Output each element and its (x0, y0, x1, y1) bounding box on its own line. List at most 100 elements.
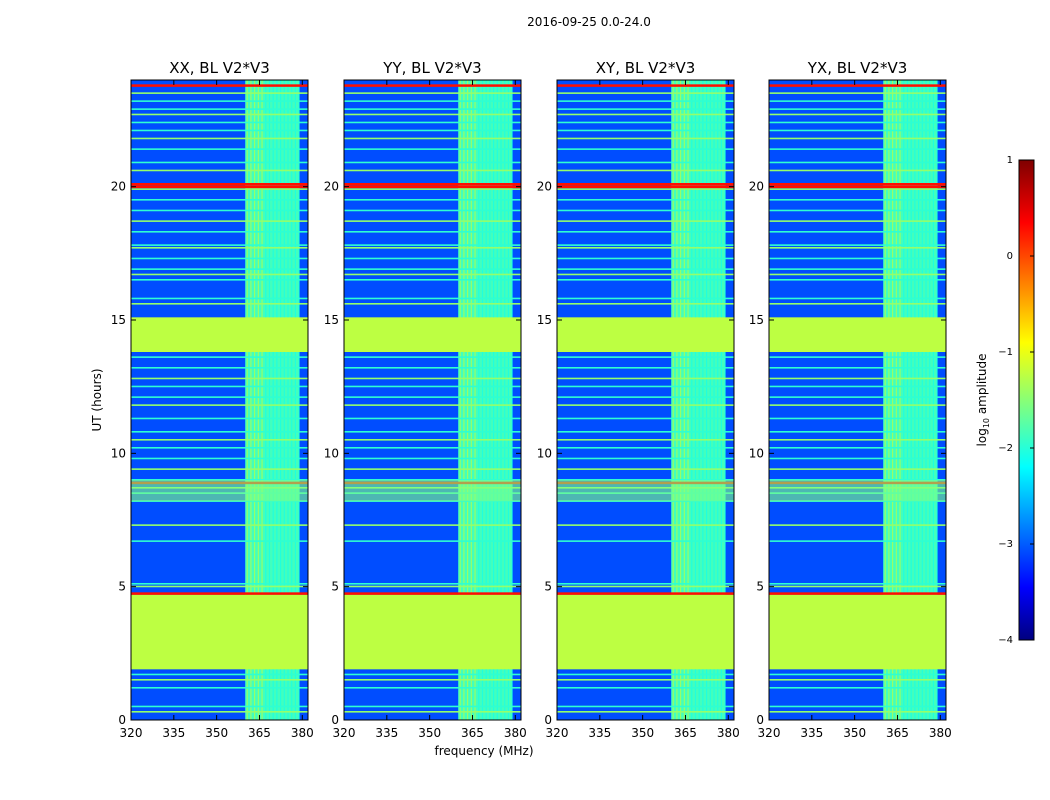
rfi-line (131, 188, 308, 190)
band-channel (246, 80, 248, 318)
rfi-line (769, 273, 946, 276)
rfi-line (344, 457, 521, 460)
y-tick-label: 0 (331, 713, 339, 727)
colorbar-tick-label: −4 (998, 635, 1013, 646)
band-channel (713, 352, 715, 595)
x-tick-label: 335 (588, 726, 611, 740)
band-channel (246, 352, 248, 595)
rfi-line (131, 592, 308, 595)
rfi-line (344, 673, 521, 676)
data-block (769, 317, 946, 352)
rfi-line (769, 705, 946, 708)
band-channel (485, 352, 487, 595)
rfi-line (769, 585, 946, 588)
rfi-line (557, 148, 734, 150)
band-channel (287, 669, 289, 720)
rfi-line (557, 209, 734, 212)
rfi-line (131, 303, 308, 305)
band-channel (287, 80, 289, 318)
band-channel (910, 80, 912, 318)
band-channel (474, 669, 476, 720)
band-channel (474, 80, 476, 318)
x-tick-label: 365 (461, 726, 484, 740)
x-tick-label: 335 (800, 726, 823, 740)
rfi-line (769, 404, 946, 406)
rfi-line (131, 84, 308, 87)
rfi-line (769, 540, 946, 542)
y-tick-label: 5 (544, 580, 552, 594)
rfi-line (769, 161, 946, 164)
rfi-line (344, 268, 521, 270)
band-channel (298, 669, 300, 720)
data-block (131, 594, 308, 670)
x-tick-label: 380 (504, 726, 527, 740)
band-channel (724, 352, 726, 595)
band-channel (720, 80, 723, 318)
band-channel (936, 669, 938, 720)
band-channel (507, 669, 510, 720)
band-channel (720, 352, 723, 595)
band-channel (680, 352, 682, 595)
rfi-line (557, 303, 734, 305)
rfi-line (557, 479, 734, 481)
rfi-line (557, 705, 734, 708)
band-channel (691, 80, 693, 318)
band-channel (680, 669, 682, 720)
rfi-line (131, 92, 308, 94)
band-channel (298, 80, 300, 318)
panel-title: XY, BL V2*V3 (596, 59, 696, 77)
band-channel (280, 352, 282, 595)
y-tick-label: 15 (324, 313, 339, 327)
rfi-line (557, 169, 734, 172)
rfi-line (769, 673, 946, 676)
band-channel (709, 352, 711, 595)
rfi-line (344, 92, 521, 94)
band-channel (500, 80, 502, 318)
rfi-line (769, 121, 946, 124)
rfi-line (769, 185, 946, 189)
band-channel (683, 669, 685, 720)
rfi-line (769, 377, 946, 380)
rfi-line (769, 169, 946, 172)
band-channel (254, 669, 256, 720)
rfi-line (131, 540, 308, 542)
rfi-line (769, 592, 946, 595)
y-tick-label: 10 (537, 446, 552, 460)
rfi-line (131, 183, 308, 186)
y-tick-label: 0 (756, 713, 764, 727)
x-tick-label: 365 (248, 726, 271, 740)
band-channel (474, 352, 476, 595)
rfi-line (557, 679, 734, 681)
rfi-line (344, 257, 521, 260)
rfi-line (344, 705, 521, 708)
panel-title: YY, BL V2*V3 (382, 59, 481, 77)
rfi-line (344, 385, 521, 388)
band-channel (276, 80, 278, 318)
rfi-line (131, 129, 308, 132)
y-tick-label: 20 (111, 180, 126, 194)
panel-2: YY, BL V2*V3 320 335 350 365 380 0 5 10 15 20 (324, 59, 527, 740)
band-channel (261, 669, 263, 720)
band-channel (478, 669, 480, 720)
band-channel (489, 352, 491, 595)
x-tick-label: 380 (291, 726, 314, 740)
rfi-line (557, 385, 734, 388)
rfi-line (769, 257, 946, 260)
rfi-line (769, 231, 946, 233)
colorbar-tick-label: −2 (998, 443, 1013, 454)
band-channel (481, 669, 484, 720)
band-channel (294, 80, 297, 318)
band-channel (903, 352, 905, 595)
rfi-block (557, 480, 734, 502)
band-channel (250, 80, 252, 318)
rfi-line (557, 711, 734, 713)
rfi-line (557, 367, 734, 369)
rfi-line (769, 468, 946, 470)
band-channel (895, 669, 897, 720)
band-channel (698, 352, 700, 595)
band-channel (459, 352, 461, 595)
rfi-line (344, 121, 521, 124)
panel-title: YX, BL V2*V3 (807, 59, 908, 77)
band-channel (709, 80, 711, 318)
rfi-line (557, 121, 734, 124)
